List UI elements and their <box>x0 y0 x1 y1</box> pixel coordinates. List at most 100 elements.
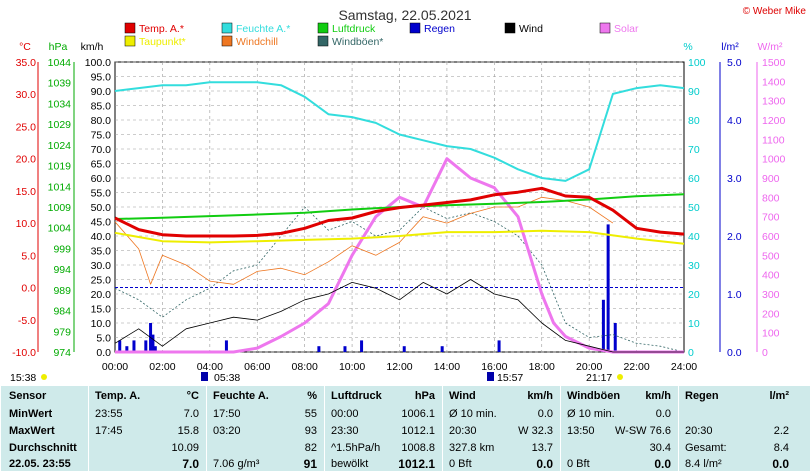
stats-cell-value: 0.0 <box>537 408 553 420</box>
series-line-feuchte-a- <box>114 81 685 182</box>
stats-cell-value: 82 <box>304 442 317 454</box>
stats-unit: hPa <box>414 390 435 402</box>
legend-label: Regen <box>424 23 455 35</box>
stats-cell-label: bewölkt <box>331 458 369 470</box>
stats-cell-value: 30.4 <box>649 442 671 454</box>
axis-pct-tick: 10 <box>688 318 700 330</box>
legend-swatch <box>124 22 136 34</box>
axis-hpa-tick: 989 <box>53 285 71 297</box>
axis-kmh-tick: 70.0 <box>91 144 112 156</box>
stats-cell-label: 0 Bft <box>449 458 472 470</box>
legend-swatch <box>504 22 516 34</box>
stats-cell-value: 1006.1 <box>401 408 435 420</box>
axis-hpa-tick: 1034 <box>48 98 72 110</box>
axis-unit-label: % <box>683 41 692 53</box>
rain-bar <box>402 346 406 352</box>
stats-cell-value: 1012.1 <box>398 457 435 471</box>
axis-temp-tick: 25.0 <box>16 121 37 133</box>
axis-wm2-tick: 600 <box>762 231 780 243</box>
chart-title: Samstag, 22.05.2021 <box>338 7 471 23</box>
axis-hpa-tick: 999 <box>53 243 71 255</box>
axis-kmh-tick: 45.0 <box>91 217 112 229</box>
legend-label: Wind <box>519 23 543 35</box>
axis-kmh-tick: 15.0 <box>91 304 112 316</box>
legend-label: Solar <box>614 23 639 35</box>
axis-pct-tick: 100 <box>688 57 706 69</box>
axis-wm2-tick: 900 <box>762 173 780 185</box>
axis-pct-tick: 90 <box>688 86 700 98</box>
axis-hpa-tick: 1044 <box>48 57 72 69</box>
axis-wm2-tick: 100 <box>762 328 780 340</box>
axis-wm2-tick: 0 <box>762 347 768 359</box>
stats-cell-value: 0.0 <box>655 408 671 420</box>
stats-unit: % <box>307 390 317 402</box>
sunrise-icon <box>201 372 208 381</box>
axis-wm2-tick: 700 <box>762 212 780 224</box>
x-tick-label: 20:00 <box>576 361 602 373</box>
stats-cell-value: 10.09 <box>171 442 199 454</box>
stats-wind-column: Wind km/h Ø 10 min. 0.0 20:30 W 32.3 327.8 km 1… <box>442 386 561 471</box>
rain-bar <box>343 346 347 352</box>
x-tick-label: 10:00 <box>339 361 365 373</box>
legend-label: Windchill <box>236 36 278 48</box>
stats-cell-value: W-SW 76.6 <box>614 425 671 437</box>
stats-cell-label: 23:55 <box>95 408 123 420</box>
axis-pct-tick: 50 <box>688 202 700 214</box>
axis-unit-label: km/h <box>81 41 104 53</box>
axis-kmh-tick: 10.0 <box>91 318 112 330</box>
stats-cell-label: Gesamt: <box>685 442 727 454</box>
stats-sensor-current: 22.05. 23:55 <box>9 458 71 470</box>
stats-cell-value: 7.0 <box>182 457 199 471</box>
legend-swatch <box>221 35 233 47</box>
stats-cell-value: 1012.1 <box>401 425 435 437</box>
weather-chart: Samstag, 22.05.2021 © Weber Mike Temp. A.*… <box>10 6 806 384</box>
stats-head: Regen <box>685 390 719 402</box>
stats-sensor-column: Sensor MinWert MaxWert Durchschnitt 22.0… <box>0 386 89 471</box>
stats-cell-value: 0.0 <box>536 457 553 471</box>
stats-boen-column: Windböen km/h Ø 10 min. 0.0 13:50 W-SW 76.6 30… <box>560 386 679 471</box>
stats-cell-value: 0.0 <box>772 457 789 471</box>
series-line-solar <box>115 157 684 354</box>
axis-kmh-tick: 5.0 <box>96 333 111 345</box>
legend-label: Taupunkt* <box>139 36 186 48</box>
stats-unit: km/h <box>527 390 553 402</box>
axis-wm2-tick: 1000 <box>762 154 786 166</box>
axis-kmh-tick: 90.0 <box>91 86 112 98</box>
stats-cell-label: Ø 10 min. <box>567 408 615 420</box>
axis-kmh-tick: 80.0 <box>91 115 112 127</box>
axis-lm2-tick: 0.0 <box>727 347 742 359</box>
stats-unit: °C <box>186 390 199 402</box>
stats-temp-column: Temp. A. °C 23:55 7.0 17:45 15.8 10.09 7.0 <box>88 386 207 471</box>
axis-kmh-tick: 30.0 <box>91 260 112 272</box>
stats-cell-label: 00:00 <box>331 408 359 420</box>
rain-bar <box>132 340 136 352</box>
axis-temp-tick: 20.0 <box>16 154 37 166</box>
x-tick-label: 18:00 <box>529 361 555 373</box>
stats-cell-label: 20:30 <box>449 425 477 437</box>
axis-hpa-tick: 1009 <box>48 202 72 214</box>
rain-bar <box>125 346 129 352</box>
axis-hpa-tick: 1014 <box>48 181 72 193</box>
stats-cell-value: 15.8 <box>177 425 199 437</box>
stats-cell-value: 55 <box>304 408 317 420</box>
axis-temp-tick: 35.0 <box>16 57 37 69</box>
axis-wm2-tick: 1200 <box>762 115 786 127</box>
axis-kmh-tick: 50.0 <box>91 202 112 214</box>
stats-cell-value: 91 <box>303 457 317 471</box>
marker-left-mark: 15:57 <box>497 372 523 384</box>
legend-label: Feuchte A.* <box>236 23 290 35</box>
x-tick-label: 12:00 <box>386 361 412 373</box>
axis-wm2-tick: 500 <box>762 250 780 262</box>
stats-sensor-max: MaxWert <box>9 425 55 437</box>
legend-swatch <box>317 22 329 34</box>
stats-feuchte-column: Feuchte A.% 17:50 55 03:20 93 82 7.06 g/m³ 91 <box>206 386 325 471</box>
axis-kmh-tick: 55.0 <box>91 188 112 200</box>
x-tick-label: 06:00 <box>244 361 270 373</box>
sunset-icon <box>617 374 623 380</box>
stats-cell-label: 13:50 <box>567 425 595 437</box>
series-line-temp-a- <box>114 186 685 238</box>
axis-kmh-tick: 100.0 <box>85 57 111 69</box>
x-tick-label: 14:00 <box>434 361 460 373</box>
stats-cell-label: 327.8 km <box>449 442 495 454</box>
stats-regen-column: Regen l/m² 20:30 2.2 Gesamt: 8.4 8.4 l/m² 0.0 <box>678 386 797 471</box>
